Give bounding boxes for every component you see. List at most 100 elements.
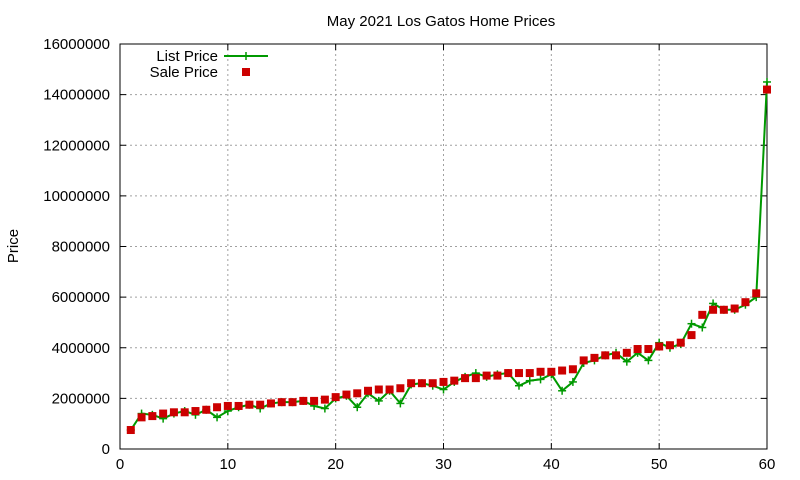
sale-price-point <box>277 398 286 407</box>
sale-price-point <box>202 405 211 414</box>
sale-price-point <box>665 341 674 350</box>
legend-entry-sale-price: Sale Price <box>150 64 250 81</box>
x-tick-label: 60 <box>759 456 776 473</box>
data-series <box>126 77 771 435</box>
axes: 0 10 20 30 40 50 60 0 2000000 4000000 6000000 80000… <box>43 36 775 473</box>
y-tick-label: 0 <box>102 441 110 458</box>
y-tick-label: 14000000 <box>43 87 110 104</box>
sale-price-point <box>741 298 750 307</box>
sale-price-point <box>450 376 459 385</box>
sale-price-point <box>493 371 502 380</box>
x-tick-label: 20 <box>327 456 344 473</box>
list-price-point <box>763 77 771 86</box>
sale-price-point <box>417 379 426 388</box>
sale-price-point <box>266 399 275 408</box>
sale-price-point <box>525 369 534 378</box>
sale-price-point <box>126 426 135 435</box>
sale-price-point <box>180 408 189 417</box>
sale-price-point <box>439 377 448 386</box>
legend-entry-list-price: List Price <box>156 48 268 65</box>
y-tick-label: 2000000 <box>52 390 110 407</box>
legend-label: Sale Price <box>150 64 218 81</box>
sale-price-point <box>396 384 405 393</box>
chart-title: May 2021 Los Gatos Home Prices <box>327 13 555 30</box>
sale-price-point <box>655 342 664 351</box>
sale-price-point <box>385 385 394 394</box>
sale-price-point <box>213 403 222 412</box>
legend-plus-marker <box>242 52 250 60</box>
sale-price-point <box>601 351 610 360</box>
list-price-point <box>320 404 329 413</box>
sale-price-point <box>536 367 545 376</box>
sale-price-point <box>633 345 642 354</box>
list-price-point <box>353 403 362 412</box>
sale-price-point <box>191 407 200 416</box>
sale-price-point <box>245 400 254 409</box>
list-price-point <box>439 385 448 394</box>
sale-price-point <box>590 353 599 362</box>
y-tick-label: 12000000 <box>43 137 110 154</box>
sale-price-point <box>612 351 621 360</box>
sale-price-point <box>310 396 319 405</box>
list-price-point <box>558 386 567 395</box>
sale-price-point <box>331 393 340 402</box>
legend-label: List Price <box>156 48 218 65</box>
sale-price-point <box>234 401 243 410</box>
list-price-point <box>536 375 545 384</box>
list-price-point <box>622 357 631 366</box>
sale-price-point <box>709 305 718 314</box>
list-price-point <box>698 323 707 332</box>
list-price-line <box>129 81 768 431</box>
sale-price-point <box>579 356 588 365</box>
sale-price-point <box>148 412 157 421</box>
sale-price-point <box>256 400 265 409</box>
sale-price-point <box>676 338 685 347</box>
sale-price-point <box>514 369 523 378</box>
y-tick-label: 4000000 <box>52 340 110 357</box>
sale-price-point <box>461 374 470 383</box>
sale-price-point <box>482 371 491 380</box>
list-price-point <box>525 376 534 385</box>
sale-price-point <box>687 331 696 340</box>
sale-price-point <box>288 398 297 407</box>
sale-price-point <box>698 310 707 319</box>
sale-price-series <box>126 85 771 435</box>
x-tick-label: 30 <box>435 456 452 473</box>
y-tick-label: 10000000 <box>43 188 110 205</box>
sale-price-point <box>299 396 308 405</box>
list-price-point <box>687 319 696 328</box>
sale-price-point <box>320 395 329 404</box>
sale-price-point <box>568 365 577 374</box>
y-tick-label: 6000000 <box>52 289 110 306</box>
list-price-point <box>514 381 523 390</box>
y-axis-label: Price <box>5 229 22 263</box>
sale-price-point <box>644 345 653 354</box>
sale-price-point <box>428 379 437 388</box>
sale-price-point <box>159 409 168 418</box>
list-price-point <box>568 377 577 386</box>
sale-price-point <box>763 85 771 94</box>
y-tick-label: 8000000 <box>52 239 110 256</box>
x-tick-label: 50 <box>651 456 668 473</box>
sale-price-point <box>169 408 178 417</box>
x-tick-label: 10 <box>219 456 236 473</box>
sale-price-point <box>407 379 416 388</box>
sale-price-point <box>471 374 480 383</box>
sale-price-point <box>353 389 362 398</box>
x-tick-label: 40 <box>543 456 560 473</box>
list-price-point <box>644 356 653 365</box>
sale-price-point <box>137 413 146 422</box>
sale-price-point <box>342 390 351 399</box>
list-price-point <box>213 413 222 422</box>
list-price-series <box>126 77 771 435</box>
sale-price-point <box>504 369 513 378</box>
sale-price-point <box>719 305 728 314</box>
list-price-point <box>396 399 405 408</box>
sale-price-point <box>558 366 567 375</box>
x-tick-label: 0 <box>116 456 124 473</box>
list-price-point <box>374 396 383 405</box>
sale-price-point <box>374 385 383 394</box>
sale-price-point <box>547 367 556 376</box>
